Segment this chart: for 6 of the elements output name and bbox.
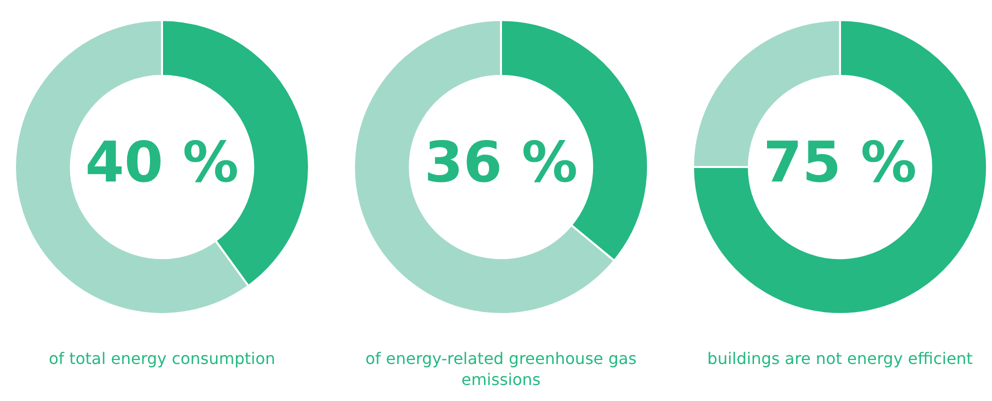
data-label: 40 % xyxy=(85,130,239,196)
text: of energy-related greenhouse gas emissions xyxy=(364,348,638,390)
text: of total energy consumption xyxy=(48,348,276,369)
data-label: 36 % xyxy=(424,130,578,196)
data-label: 75 % xyxy=(763,130,917,196)
text: buildings are not energy efficient xyxy=(706,348,974,369)
